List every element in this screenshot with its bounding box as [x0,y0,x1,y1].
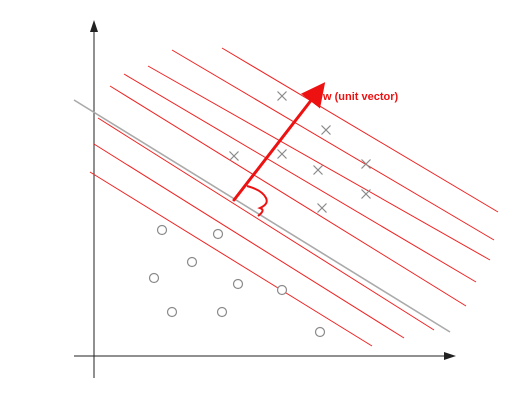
cross-point [317,203,327,213]
margin-line-2 [171,49,495,241]
circle-point [156,224,168,236]
margin-line-7 [93,143,405,339]
margin-line-8 [89,171,373,347]
margin-line-1 [221,47,499,213]
positive-class-points [229,91,371,213]
negative-class-points [148,224,326,338]
margin-line-5 [109,85,467,307]
circle-point [186,256,198,268]
x-axis-arrow-icon [444,352,456,360]
w-vector-arrow [232,82,326,202]
circle-point [148,272,160,284]
cross-point [277,149,287,159]
circle-point [232,278,244,290]
margin-line-3 [147,65,491,261]
circle-point [166,306,178,318]
circle-point [212,228,224,240]
cross-point [229,151,239,161]
circle-point [276,284,288,296]
cross-point [321,125,331,135]
circle-point [216,306,228,318]
cross-point [313,165,323,175]
margin-line-6 [97,117,435,331]
margin-lines [89,47,499,347]
y-axis-arrow-icon [90,20,98,32]
cross-point [277,91,287,101]
cross-point [361,189,371,199]
cross-point [361,159,371,169]
margin-line-4 [123,73,477,283]
decision-boundary [73,99,451,333]
w-vector-label: w (unit vector) [322,91,399,103]
margin-distance-brace [246,185,268,217]
circle-point [314,326,326,338]
axes [74,20,456,378]
